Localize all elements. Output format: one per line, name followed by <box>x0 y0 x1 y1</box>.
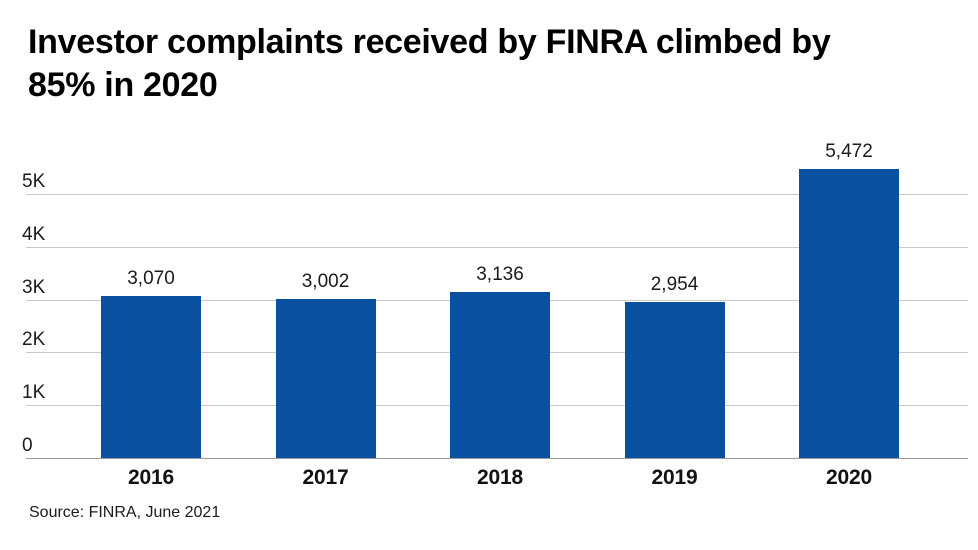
y-axis-tick-label: 3K <box>22 276 46 298</box>
x-axis-baseline <box>26 458 968 459</box>
page-title: Investor complaints received by FINRA cl… <box>28 23 831 105</box>
y-axis-tick-label: 4K <box>22 223 46 245</box>
x-axis-tick-label-2017: 2017 <box>302 466 349 489</box>
bar-value-label-2018: 3,136 <box>476 264 524 286</box>
bar-2017[interactable] <box>275 299 376 458</box>
x-axis-tick-label-2016: 2016 <box>128 466 174 489</box>
bar-value-label-2017: 3,002 <box>301 271 350 293</box>
gridline <box>26 194 968 195</box>
bar-value-label-2020: 5,472 <box>825 141 873 163</box>
bar-2018[interactable] <box>450 292 550 458</box>
x-axis-tick-label-2018: 2018 <box>477 466 523 489</box>
gridline <box>26 246 968 248</box>
y-axis-tick-label: 5K <box>22 171 46 192</box>
source-note: Source: FINRA, June 2021 <box>29 504 221 521</box>
y-axis-tick-label: 1K <box>22 382 46 404</box>
x-axis-tick-label-2019: 2019 <box>651 466 698 489</box>
bar-value-label-2019: 2,954 <box>650 274 699 296</box>
x-axis-tick-label-2020: 2020 <box>826 466 872 489</box>
bar-2019[interactable] <box>624 302 725 458</box>
bar-2020[interactable] <box>799 169 899 458</box>
y-axis-tick-label: 2K <box>22 329 46 351</box>
bar-value-label-2016: 3,070 <box>127 267 175 289</box>
bar-2016[interactable] <box>101 295 201 458</box>
y-axis-tick-label: 0 <box>22 435 33 456</box>
